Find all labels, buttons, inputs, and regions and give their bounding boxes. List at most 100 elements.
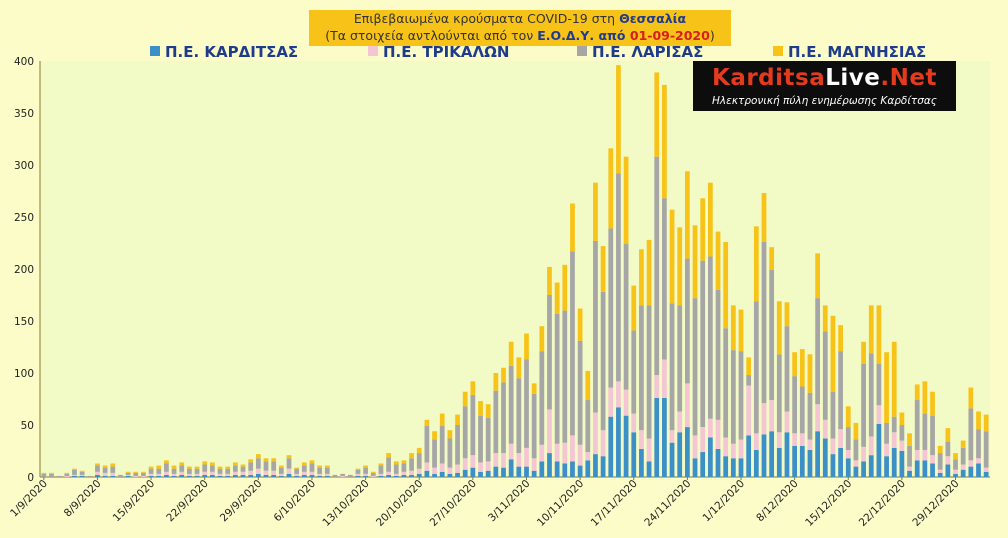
bar-segment-3: [968, 408, 974, 461]
bar-segment-1: [784, 432, 790, 477]
bar-segment-3: [914, 400, 920, 450]
bar-segment-3: [539, 351, 545, 445]
bar-segment-3: [570, 251, 575, 436]
legend-swatch-larisa: [577, 46, 587, 56]
bar-segment-3: [845, 427, 851, 450]
bar-segment-2: [616, 381, 621, 408]
bar-segment-2: [976, 458, 981, 464]
bar-segment-1: [210, 474, 215, 477]
bar-segment-4: [914, 384, 920, 401]
bar-segment-2: [508, 443, 514, 460]
bar-segment-1: [317, 475, 323, 477]
bar-segment-2: [485, 461, 491, 471]
bar-segment-3: [141, 472, 146, 476]
bar-segment-4: [623, 156, 629, 245]
bar-segment-2: [868, 436, 874, 456]
bar-segment-1: [723, 456, 729, 477]
bar-segment-3: [853, 439, 859, 461]
bar-segment-1: [953, 473, 958, 477]
bar-segment-2: [148, 473, 154, 476]
bar-segment-3: [332, 474, 338, 477]
bar-segment-3: [393, 464, 399, 474]
bar-segment-2: [393, 473, 399, 476]
bar-segment-2: [876, 405, 882, 424]
bar-segment-2: [179, 471, 185, 475]
bar-segment-4: [309, 460, 315, 464]
bar-segment-1: [393, 475, 399, 477]
bar-segment-4: [324, 465, 330, 468]
bar-segment-4: [95, 463, 100, 466]
karditsalive-logo[interactable]: KarditsaLive.Net Ηλεκτρονική πύλη ενημέρ…: [693, 61, 956, 111]
bar-segment-2: [662, 359, 667, 398]
bar-segment-1: [125, 475, 131, 477]
bar-segment-4: [470, 381, 476, 395]
bar-segment-4: [730, 305, 736, 351]
bar-segment-4: [776, 301, 782, 355]
bar-segment-3: [370, 472, 376, 476]
bar-segment-3: [639, 305, 644, 431]
bar-segment-4: [547, 266, 552, 295]
x-tick-label: 22/12/2020: [857, 478, 908, 529]
bar-segment-2: [776, 432, 782, 448]
bar-segment-1: [524, 466, 529, 477]
bar-segment-3: [608, 228, 614, 388]
bar-segment-3: [876, 363, 882, 406]
bar-segment-2: [769, 400, 775, 432]
bar-segment-2: [240, 471, 246, 475]
bar-segment-3: [792, 376, 798, 434]
bar-segment-4: [654, 72, 660, 157]
bar-segment-4: [700, 198, 706, 261]
bar-segment-2: [271, 470, 277, 475]
bar-segment-3: [692, 298, 698, 436]
bar-segment-2: [355, 473, 361, 476]
bar-segment-3: [516, 378, 522, 454]
bar-segment-1: [187, 475, 192, 477]
bar-segment-1: [547, 453, 552, 477]
bar-segment-3: [945, 441, 951, 457]
x-tick-label: 20/10/2020: [374, 478, 425, 529]
bar-segment-3: [891, 416, 897, 433]
bar-segment-1: [838, 447, 843, 477]
y-tick-label: 250: [14, 212, 34, 224]
bar-segment-1: [876, 423, 882, 477]
bar-segment-1: [585, 460, 591, 477]
bar-segment-1: [845, 458, 851, 477]
subtitle-suffix: ): [709, 28, 715, 43]
bar-segment-2: [600, 430, 606, 457]
bar-segment-4: [570, 203, 575, 252]
subtitle-source: Ε.Ο.Δ.Υ. από: [537, 28, 630, 43]
bar-segment-2: [930, 455, 935, 464]
bar-segment-1: [907, 470, 912, 477]
bar-segment-1: [309, 474, 315, 477]
legend-item-karditsa: Π.Ε. ΚΑΡΔΙΤΣΑΣ: [150, 43, 298, 61]
bar-segment-4: [286, 455, 292, 459]
bar-segment-2: [723, 437, 729, 457]
bar-segment-1: [409, 474, 414, 477]
bar-segment-2: [815, 404, 820, 432]
bar-segment-1: [822, 438, 828, 477]
bar-segment-3: [899, 425, 905, 441]
bar-segment-2: [156, 473, 162, 476]
bar-segment-3: [95, 465, 100, 472]
bar-segment-1: [930, 463, 935, 477]
legend-item-magnisia: Π.Ε. ΜΑΓΝΗΣΙΑΣ: [773, 43, 926, 61]
bar-segment-1: [501, 467, 506, 477]
bar-segment-3: [248, 462, 254, 471]
bar-segment-2: [968, 460, 974, 467]
bar-segment-3: [508, 365, 514, 444]
bar-segment-2: [792, 433, 798, 446]
bar-segment-2: [685, 383, 690, 428]
bar-segment-3: [41, 473, 47, 477]
bar-segment-3: [447, 438, 453, 468]
bar-segment-2: [746, 385, 752, 436]
bar-segment-2: [677, 411, 683, 433]
bar-segment-3: [125, 472, 131, 475]
bar-segment-4: [753, 226, 759, 302]
bar-segment-1: [685, 427, 690, 477]
bar-segment-1: [493, 466, 499, 477]
bar-segment-3: [156, 468, 162, 474]
bar-segment-4: [876, 305, 882, 364]
subtitle-date: 01-09-2020: [629, 28, 710, 43]
bar-segment-2: [907, 466, 912, 471]
bar-segment-1: [830, 454, 836, 477]
